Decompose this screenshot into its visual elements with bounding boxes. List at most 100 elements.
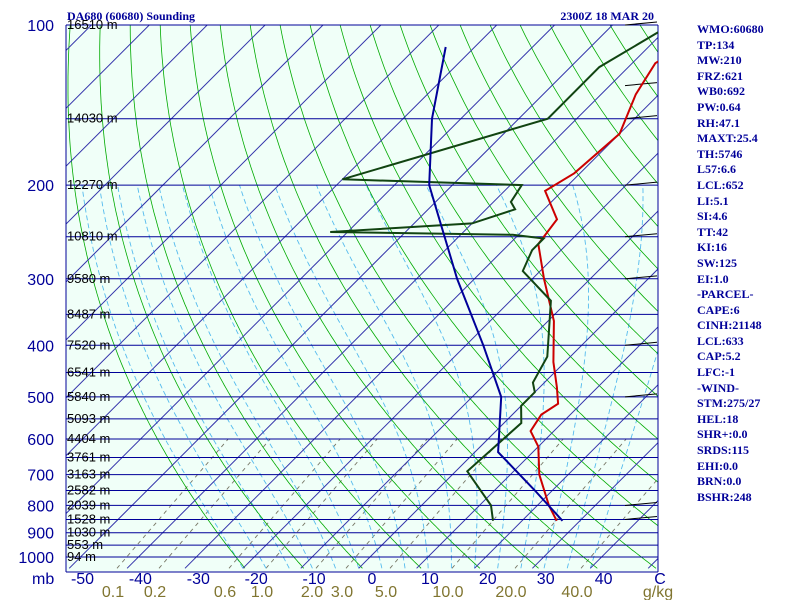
stat-line: WMO:60680: [697, 22, 764, 36]
stat-line: LCL:652: [697, 177, 744, 192]
stat-line: TT:42: [697, 224, 729, 239]
temperature-tick-label: -40: [129, 571, 152, 588]
mixing-ratio-line: [315, 438, 428, 569]
stat-line: CINH:21148: [697, 318, 762, 333]
wind-barb: [624, 181, 658, 186]
mixing-ratio-unit-label: g/kg: [643, 584, 673, 600]
isotherm-line: [358, 268, 658, 569]
plot-area: [66, 25, 658, 572]
isotherm-line: [66, 25, 151, 110]
mixing-ratio-line: [228, 438, 341, 569]
stat-line: SHR+:0.0: [697, 427, 748, 442]
stat-line: BSHR:248: [697, 489, 752, 504]
stat-line: WB0:692: [697, 84, 745, 99]
pressure-label: 800: [27, 498, 54, 515]
stat-line: TH:5746: [697, 146, 743, 161]
chart-title: DA680 (60680) Sounding: [67, 9, 195, 23]
moist-adiabat-line: [274, 184, 429, 569]
stat-line: PW:0.64: [697, 99, 741, 114]
isotherm-line: [66, 25, 556, 515]
stat-line: LFC:-1: [697, 365, 735, 380]
moist-adiabat-line: [158, 185, 337, 569]
wind-barb: [624, 515, 658, 520]
wind-barb: [624, 275, 658, 280]
mixing-ratio-tick-label: 5.0: [375, 584, 397, 600]
pressure-unit-label: mb: [32, 571, 54, 588]
temperature-tick-label: 40: [595, 571, 613, 588]
stat-line: SI:4.6: [697, 209, 728, 224]
wind-barb: [624, 393, 658, 398]
height-label: 4404 m: [67, 431, 110, 446]
temperature-tick-label: -30: [187, 571, 210, 588]
mixing-ratio-tick-label: 1.0: [251, 584, 273, 600]
temperature-line: [529, 60, 658, 522]
isotherm-line: [66, 25, 208, 167]
isotherm-line: [300, 210, 658, 569]
height-label: 10810 m: [67, 229, 118, 244]
dry-adiabat-line: [429, 25, 658, 355]
stat-line: MW:210: [697, 53, 742, 68]
dry-adiabat-line: [489, 25, 658, 270]
dry-adiabats: [67, 25, 658, 569]
isotherm-line: [416, 326, 658, 569]
height-label: 16510 m: [67, 17, 118, 32]
parcel-line: [428, 46, 564, 522]
moist-adiabat-line: [589, 348, 658, 569]
mixing-ratio-line: [116, 438, 229, 569]
pressure-label: 500: [27, 390, 54, 407]
isobars: [65, 24, 659, 573]
isotherm-line: [532, 441, 658, 569]
height-label: 5093 m: [67, 411, 110, 426]
height-label: 2582 m: [67, 483, 110, 498]
stat-line: L57:6.6: [697, 162, 736, 177]
isotherm-line: [68, 25, 614, 569]
stat-line: KI:16: [697, 240, 727, 255]
moist-adiabat-line: [181, 184, 360, 569]
wind-barb: [624, 21, 658, 26]
stat-line: BRN:0.0: [697, 474, 742, 489]
pressure-label: 1000: [18, 550, 54, 567]
temperature-tick-label: 10: [421, 571, 439, 588]
pressure-label: 600: [27, 432, 54, 449]
moist-adiabat-line: [239, 184, 406, 569]
height-label: 1030 m: [67, 525, 110, 540]
mixing-ratio-tick-label: 10.0: [432, 584, 463, 600]
dry-adiabat-line: [189, 25, 481, 569]
dry-adiabat-line: [99, 25, 304, 569]
mixing-ratio-tick-label: 3.0: [331, 584, 353, 600]
stat-line: FRZ:621: [697, 68, 743, 83]
pressure-label: 100: [27, 18, 54, 35]
isotherm-line: [66, 25, 324, 283]
wind-barb: [624, 115, 658, 120]
mixing-ratio-line: [580, 478, 658, 569]
dry-adiabat-line: [339, 25, 658, 483]
stat-line: SRDS:115: [697, 443, 750, 458]
mixing-ratio-tick-label: 0.1: [102, 584, 124, 600]
stat-line: HEL:18: [697, 411, 739, 426]
temperature-tick-label: -20: [245, 571, 268, 588]
height-label: 9580 m: [67, 271, 110, 286]
moist-adiabat-line: [365, 184, 478, 569]
isotherm-line: [66, 25, 440, 399]
wind-barb: [624, 233, 658, 238]
height-label: 3761 m: [67, 449, 110, 464]
stat-line: MAXT:25.4: [697, 131, 758, 146]
stat-line: TP:134: [697, 37, 735, 52]
moist-adiabat-line: [496, 184, 545, 569]
dewpoint-line: [330, 31, 658, 521]
height-label: 6541 m: [67, 365, 110, 380]
wind-barb: [624, 341, 658, 346]
height-label: 12270 m: [67, 177, 118, 192]
height-label: 14030 m: [67, 111, 118, 126]
mixing-ratio-line: [389, 438, 502, 569]
height-label: 5840 m: [67, 389, 110, 404]
height-label: 3163 m: [67, 467, 110, 482]
stat-line: LI:5.1: [697, 193, 729, 208]
profiles: [330, 31, 658, 522]
moist-adiabat-line: [81, 185, 244, 569]
stat-line: STM:275/27: [697, 396, 761, 411]
height-label: 7520 m: [67, 337, 110, 352]
temperature-unit-label: C: [654, 571, 666, 588]
dry-adiabat-line: [219, 25, 539, 569]
